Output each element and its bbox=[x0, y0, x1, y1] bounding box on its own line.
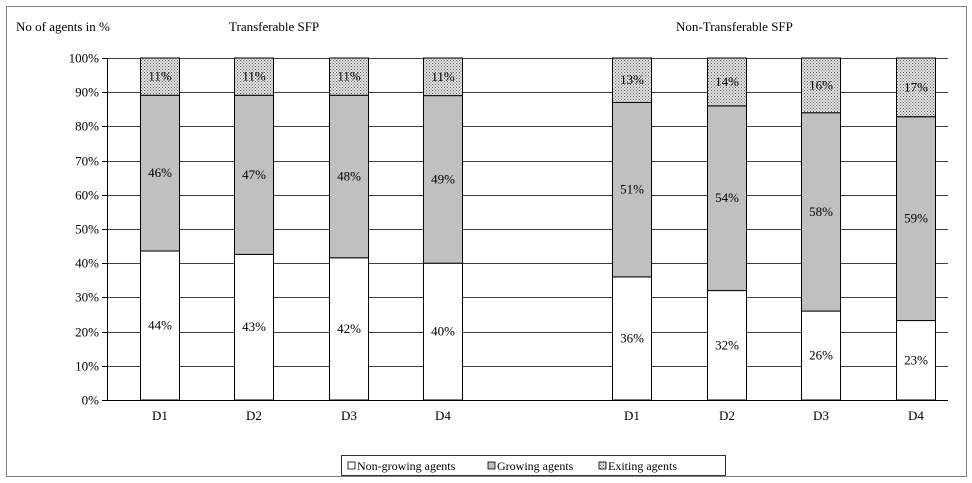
y-tick-label: 50% bbox=[75, 222, 99, 237]
legend-swatch-non-growing bbox=[347, 461, 356, 470]
y-tick-label: 10% bbox=[75, 359, 99, 374]
data-label-growing: 54% bbox=[715, 190, 739, 205]
legend-swatch-growing bbox=[487, 461, 496, 470]
data-label-non-growing: 40% bbox=[431, 324, 455, 339]
y-tick-label: 60% bbox=[75, 188, 99, 203]
x-tick-label: D3 bbox=[341, 408, 357, 423]
legend-swatch-exiting bbox=[598, 461, 607, 470]
legend-box bbox=[341, 455, 726, 476]
bar-segment-growing bbox=[612, 101, 652, 278]
y-tick-label: 30% bbox=[75, 290, 99, 305]
data-label-growing: 58% bbox=[809, 204, 833, 219]
data-label-exiting: 17% bbox=[904, 79, 928, 94]
bar-segment-growing bbox=[140, 94, 180, 252]
data-labels: 44% 46% 11% 43% 47% 11% 42% 48% 11% 40% 49% 11% 36% 5… bbox=[148, 69, 928, 368]
x-tick-label: D3 bbox=[813, 408, 829, 423]
bar-segment-exiting bbox=[140, 57, 180, 96]
data-label-exiting: 11% bbox=[337, 69, 361, 84]
x-axis-ticks: D1 D2 D3 D4 D1 D2 D3 D4 bbox=[152, 408, 924, 423]
x-tick-label: D1 bbox=[624, 408, 640, 423]
x-tick-label: D4 bbox=[908, 408, 924, 423]
legend-label-non-growing: Non-growing agents bbox=[357, 459, 456, 473]
data-label-exiting: 16% bbox=[809, 77, 833, 92]
data-label-growing: 46% bbox=[148, 165, 172, 180]
bar-segment-exiting bbox=[329, 57, 369, 96]
bar-segment-non-growing bbox=[423, 262, 463, 401]
bar-segment-growing bbox=[801, 112, 841, 312]
y-tick-label: 0% bbox=[82, 393, 100, 408]
data-label-exiting: 14% bbox=[715, 74, 739, 89]
bar-segment-growing bbox=[329, 94, 369, 259]
bar-segment-growing bbox=[423, 95, 463, 264]
bar-segment-growing bbox=[896, 116, 936, 322]
bar-segment-exiting bbox=[896, 57, 936, 118]
bar-segment-growing bbox=[707, 105, 747, 292]
data-label-non-growing: 23% bbox=[904, 352, 928, 367]
group-title-non-transferable: Non-Transferable SFP bbox=[676, 19, 793, 34]
data-label-exiting: 13% bbox=[620, 72, 644, 87]
y-tick-label: 90% bbox=[75, 85, 99, 100]
data-label-growing: 51% bbox=[620, 182, 644, 197]
bar-segment-non-growing bbox=[234, 253, 274, 401]
x-tick-label: D2 bbox=[246, 408, 262, 423]
x-tick-label: D4 bbox=[435, 408, 451, 423]
bar-segment-exiting bbox=[423, 57, 463, 97]
bar-segment-exiting bbox=[234, 57, 274, 96]
x-tick-label: D1 bbox=[152, 408, 168, 423]
data-label-exiting: 11% bbox=[431, 69, 455, 84]
data-label-growing: 49% bbox=[431, 171, 455, 186]
y-tick-label: 100% bbox=[69, 51, 100, 66]
y-tick-label: 80% bbox=[75, 119, 99, 134]
bars bbox=[140, 57, 936, 401]
bar-segment-non-growing bbox=[801, 310, 841, 401]
y-axis-label: No of agents in % bbox=[16, 19, 110, 34]
bar-segment-exiting bbox=[801, 57, 841, 114]
y-tick-label: 40% bbox=[75, 256, 99, 271]
data-label-non-growing: 32% bbox=[715, 337, 739, 352]
group-title-transferable: Transferable SFP bbox=[229, 19, 319, 34]
legend: Non-growing agents Growing agents Exitin… bbox=[341, 455, 726, 476]
legend-label-growing: Growing agents bbox=[497, 459, 574, 473]
bar-segment-non-growing bbox=[140, 250, 180, 401]
bar-segment-non-growing bbox=[707, 290, 747, 401]
data-label-growing: 47% bbox=[242, 167, 266, 182]
data-label-exiting: 11% bbox=[242, 69, 266, 84]
legend-label-exiting: Exiting agents bbox=[608, 459, 677, 473]
bar-segment-growing bbox=[234, 94, 274, 255]
bar-segment-exiting bbox=[612, 57, 652, 103]
data-label-non-growing: 42% bbox=[337, 321, 361, 336]
data-label-non-growing: 43% bbox=[242, 319, 266, 334]
data-label-growing: 48% bbox=[337, 169, 361, 184]
bar-segment-non-growing bbox=[329, 257, 369, 401]
x-tick-label: D2 bbox=[719, 408, 735, 423]
bar-segment-non-growing bbox=[612, 276, 652, 401]
y-tick-label: 70% bbox=[75, 154, 99, 169]
bar-segment-exiting bbox=[707, 57, 747, 107]
data-label-exiting: 11% bbox=[148, 69, 172, 84]
data-label-non-growing: 36% bbox=[620, 330, 644, 345]
data-label-non-growing: 26% bbox=[809, 348, 833, 363]
y-tick-label: 20% bbox=[75, 325, 99, 340]
data-label-growing: 59% bbox=[904, 211, 928, 226]
data-label-non-growing: 44% bbox=[148, 318, 172, 333]
